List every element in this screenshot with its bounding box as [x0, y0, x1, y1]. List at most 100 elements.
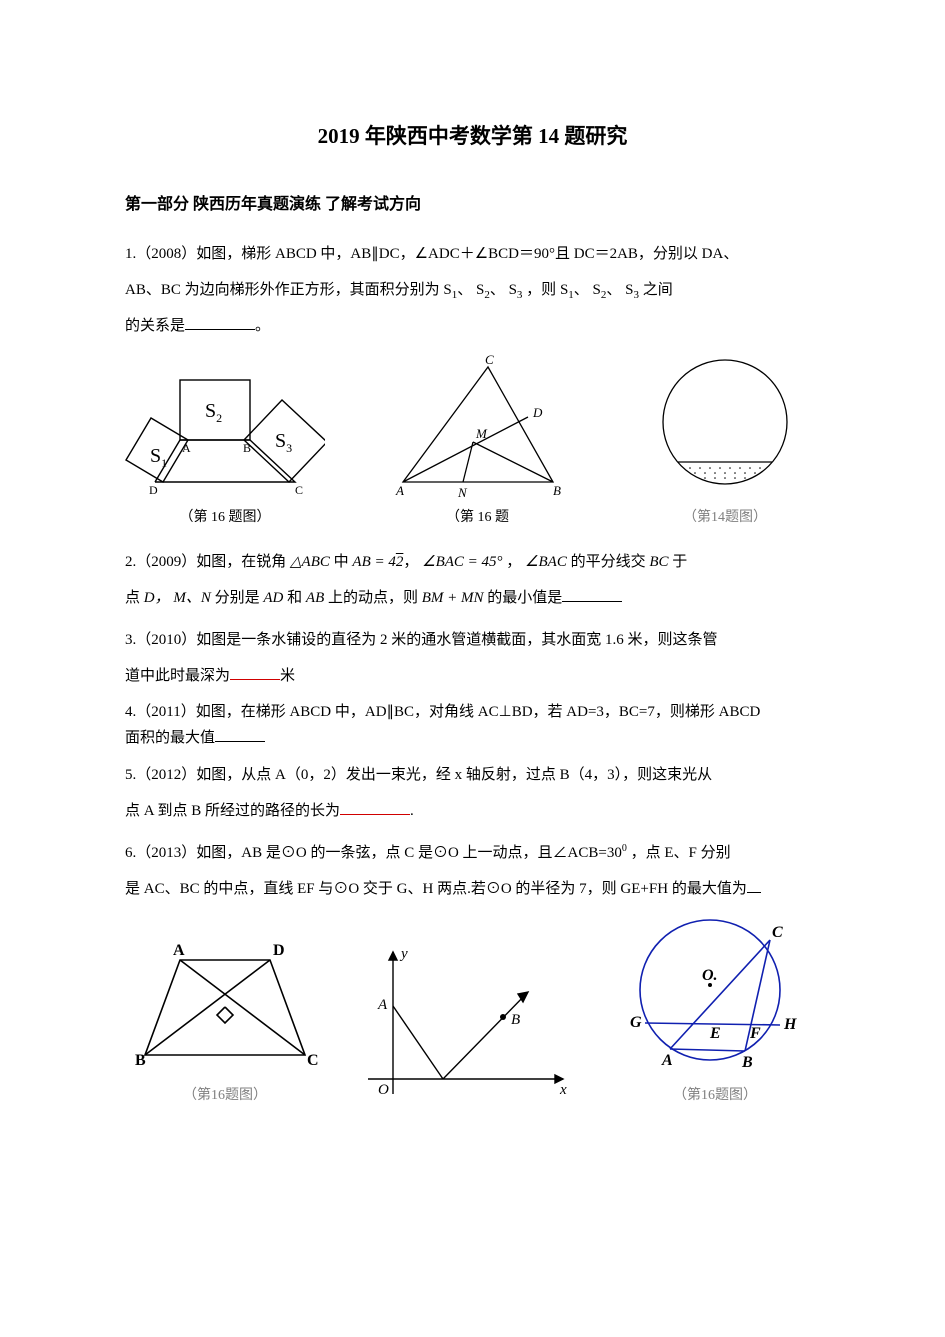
problem-4: 4.（2011）如图，在梯形 ABCD 中，AD∥BC，对角线 AC⊥BD，若 …	[125, 700, 820, 751]
p4-a: 4.（2011）如图，在梯形 ABCD 中，AD∥BC，对角线 AC⊥BD，若 …	[125, 704, 760, 720]
f2-N: N	[457, 485, 468, 500]
p2-MN: M、N	[173, 590, 211, 606]
trapezoid-diag-svg: A D B C	[125, 935, 325, 1080]
s3b-sub: 3	[634, 289, 640, 301]
problem-3: 3.（2010）如图是一条水铺设的直径为 2 米的通水管道横截面，其水面宽 1.…	[125, 622, 820, 694]
f4-D: D	[273, 942, 285, 959]
p2-2b: 分别是	[215, 590, 260, 606]
page: 2019 年陕西中考数学第 14 题研究 第一部分 陕西历年真题演练 了解考试方…	[0, 0, 945, 1182]
f4-C: C	[307, 1052, 319, 1069]
problem-2: 2.（2009）如图，在锐角 △ABC 中 AB = 42， ∠BAC = 45…	[125, 544, 820, 616]
f4-B: B	[135, 1052, 146, 1069]
trapezoid-squares-svg: S1 S2 S3 A B C D	[125, 362, 325, 502]
p1-line1: 1.（2008）如图，梯形 ABCD 中，AB∥DC，∠ADC＋∠BCD＝90°…	[125, 246, 738, 262]
f6-H: H	[783, 1016, 797, 1033]
problem-1: 1.（2008）如图，梯形 ABCD 中，AB∥DC，∠ADC＋∠BCD＝90°…	[125, 236, 820, 344]
f2-M: M	[475, 426, 488, 441]
blank	[185, 314, 255, 330]
s2b-s: S	[593, 282, 601, 298]
p2-d: 的平分线交	[571, 554, 646, 570]
f5-O: O	[378, 1082, 389, 1098]
s3-sub: 3	[517, 289, 523, 301]
figure-3: （第14题图）	[630, 352, 820, 526]
p2-AD: AD	[263, 590, 283, 606]
blank	[562, 586, 622, 602]
p2-2c: 和	[287, 590, 302, 606]
s3-s: S	[509, 282, 517, 298]
f1-s3s: 3	[286, 441, 292, 455]
f2-C: C	[485, 352, 494, 367]
f6-G: G	[630, 1014, 642, 1031]
fig1-caption: （第 16 题图）	[125, 506, 325, 526]
p4-b: 面积的最大值	[125, 730, 215, 746]
svg-text:S3: S3	[275, 430, 292, 455]
p3-b: 道中此时最深为	[125, 668, 230, 684]
f6-O: O.	[702, 967, 718, 984]
triangle-bisector-svg: A B C D M N	[378, 352, 578, 502]
figure-4: A D B C （第16题图）	[125, 935, 325, 1104]
p3-a: 3.（2010）如图是一条水铺设的直径为 2 米的通水管道横截面，其水面宽 1.…	[125, 632, 718, 648]
f5-B: B	[511, 1012, 520, 1028]
p2-eq1: AB = 42	[352, 554, 403, 570]
p6-c: ，点 E、F 分别	[631, 845, 731, 861]
s1-s: S	[443, 282, 451, 298]
f6-F: F	[749, 1025, 761, 1042]
figure-row-1: S1 S2 S3 A B C D （第 16 题图）	[125, 352, 820, 526]
p6-d: 是 AC、BC 的中点，直线 EF 与⊙O 交于 G、H 两点.若⊙O 的半径为…	[125, 881, 747, 897]
p2-bc: BC	[649, 554, 668, 570]
blank	[747, 877, 761, 893]
f1-D: D	[149, 483, 158, 497]
p5-a: 5.（2012）如图，从点 A（0，2）发出一束光，经 x 轴反射，过点 B（4…	[125, 767, 712, 783]
s3b-s: S	[625, 282, 633, 298]
figure-1: S1 S2 S3 A B C D （第 16 题图）	[125, 362, 325, 526]
f6-C: C	[772, 924, 783, 941]
p6-deg: 300	[607, 845, 627, 861]
s2b: S2	[593, 282, 607, 298]
p1-line2c: 之间	[643, 282, 673, 298]
p6-30: 30	[607, 845, 622, 861]
svg-text:S2: S2	[205, 400, 222, 425]
p2-b: 中	[334, 554, 349, 570]
f1-B: B	[243, 441, 251, 455]
f5-A: A	[377, 997, 388, 1013]
s2: S2	[476, 282, 490, 298]
sep1: 、	[457, 282, 472, 298]
f2-D: D	[532, 405, 543, 420]
f6-B: B	[741, 1054, 753, 1071]
svg-text:S1: S1	[150, 445, 167, 470]
page-title: 2019 年陕西中考数学第 14 题研究	[125, 120, 820, 150]
s3b: S3	[625, 282, 639, 298]
p2-sqrt: 2	[396, 554, 404, 570]
f5-x: x	[559, 1082, 567, 1098]
s1b: S1	[560, 282, 574, 298]
p2-bac: ∠BAC	[525, 554, 567, 570]
blank-red	[340, 799, 410, 815]
p2-2d: 上的动点，则	[328, 590, 418, 606]
f1-s1s: 1	[161, 456, 167, 470]
s1: S1	[443, 282, 457, 298]
reflection-svg: A B O x y	[363, 944, 573, 1104]
figure-6: C A B G H E F O. （第16题图）	[610, 915, 820, 1104]
sep3: 、	[574, 282, 589, 298]
figure-2: A B C D M N （第 16 题	[378, 352, 578, 526]
f1-C: C	[295, 483, 303, 497]
problem-6: 6.（2013）如图，AB 是⊙O 的一条弦，点 C 是⊙O 上一动点，且∠AC…	[125, 835, 820, 907]
figure-5: A B O x y	[363, 944, 573, 1104]
p2-eq1a: AB = 4	[352, 554, 395, 570]
f1-s1: S	[150, 445, 161, 467]
blank	[215, 726, 265, 742]
s3: S3	[509, 282, 523, 298]
p1-period: 。	[255, 318, 270, 334]
p1-line2b: ，则	[526, 282, 556, 298]
figure-row-2: A D B C （第16题图）	[125, 915, 820, 1104]
f1-s2s: 2	[216, 411, 222, 425]
section-header: 第一部分 陕西历年真题演练 了解考试方向	[125, 190, 820, 214]
p2-e: 于	[672, 554, 687, 570]
p2-AB: AB	[306, 590, 324, 606]
p1-line3: 的关系是	[125, 318, 185, 334]
f2-B: B	[553, 483, 561, 498]
p6-a: 6.（2013）如图，	[125, 845, 241, 861]
f4-A: A	[173, 942, 185, 959]
p2-D: D，	[144, 590, 170, 606]
p6-0: 0	[622, 843, 627, 854]
